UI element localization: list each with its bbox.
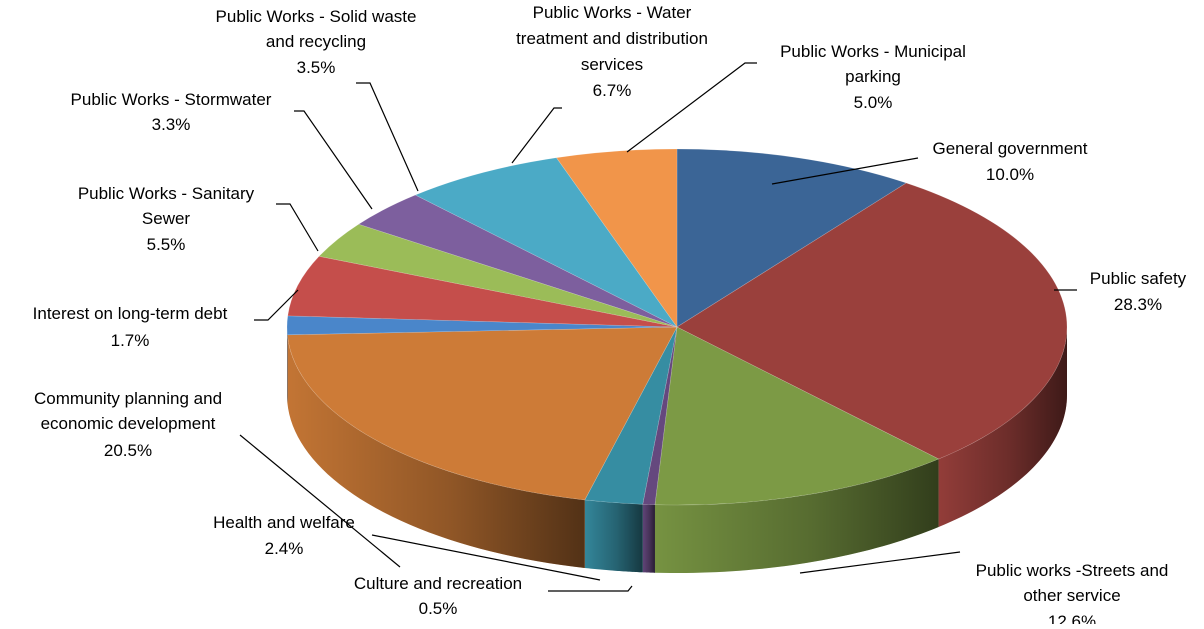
slice-name-label: Interest on long-term debt: [33, 304, 228, 323]
leader-line-3: [548, 586, 632, 591]
slice-value-label: 28.3%: [1114, 295, 1162, 314]
slice-name-label: General government: [933, 139, 1088, 158]
slice-value-label: 12.6%: [1048, 612, 1096, 624]
slice-value-label: 3.3%: [152, 115, 191, 134]
slice-label-8: Public Works - Stormwater 3.3%: [71, 90, 272, 134]
slice-value-label: 10.0%: [986, 165, 1034, 184]
slice-value-label: 1.7%: [111, 331, 150, 350]
slice-name-label: Public safety: [1090, 269, 1187, 288]
pie-side-4: [585, 500, 643, 572]
slice-label-1: Public safety 28.3%: [1090, 269, 1187, 314]
slice-label-3: Culture and recreation 0.5%: [354, 574, 522, 618]
slice-label-4: Health and welfare 2.4%: [213, 513, 355, 558]
slice-name-label: Public Works - Stormwater: [71, 90, 272, 109]
leader-line-11: [627, 63, 757, 152]
leader-line-7: [276, 204, 318, 251]
slice-value-label: 3.5%: [297, 58, 336, 77]
slice-value-label: 20.5%: [104, 441, 152, 460]
leader-line-8: [294, 111, 372, 209]
slice-value-label: 5.0%: [854, 93, 893, 112]
slice-name-label: Culture and recreation: [354, 574, 522, 593]
slice-name-label: Health and welfare: [213, 513, 355, 532]
slice-label-0: General government 10.0%: [933, 139, 1088, 184]
slice-value-label: 0.5%: [419, 599, 458, 618]
leader-line-9: [356, 83, 418, 191]
slice-value-label: 5.5%: [147, 235, 186, 254]
leader-line-10: [512, 108, 562, 163]
slice-label-6: Interest on long-term debt 1.7%: [33, 304, 228, 350]
pie-side-3: [643, 504, 655, 572]
slice-value-label: 6.7%: [593, 81, 632, 100]
slice-value-label: 2.4%: [265, 539, 304, 558]
